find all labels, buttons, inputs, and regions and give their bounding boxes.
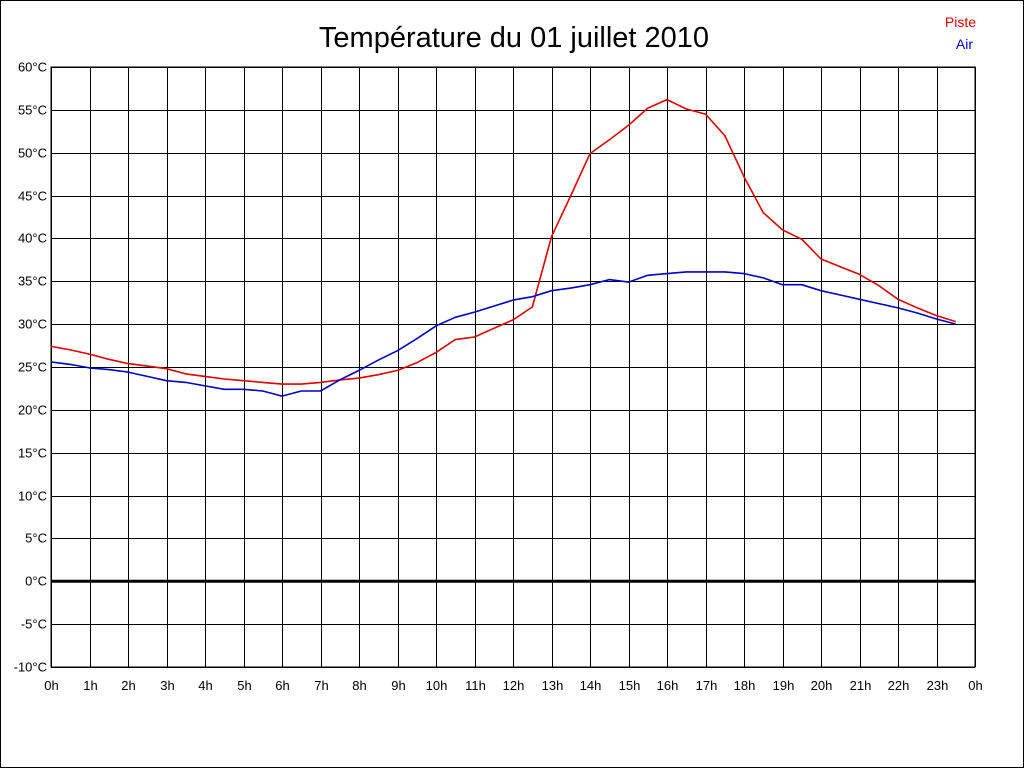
x-tick-label: 4h <box>198 678 212 693</box>
series-line-air <box>50 271 957 397</box>
y-tick-label: 45°C <box>18 189 47 204</box>
y-axis-ticks: 60°C 55°C 50°C 45°C 40°C 35°C 30°C 25°C 20°C 15°C… <box>14 60 47 675</box>
x-tick-label: 12h <box>503 678 525 693</box>
series-lines <box>50 98 957 397</box>
legend-entry-piste: Piste <box>945 14 976 30</box>
x-tick-label: 20h <box>811 678 833 693</box>
y-tick-label: 20°C <box>18 403 47 418</box>
x-tick-label: 6h <box>275 678 289 693</box>
x-tick-label: 11h <box>465 678 486 693</box>
x-tick-label: 2h <box>121 678 135 693</box>
x-tick-label: 16h <box>657 678 679 693</box>
y-tick-label: -10°C <box>14 660 47 675</box>
y-tick-label: 60°C <box>18 60 47 75</box>
y-tick-label: -5°C <box>21 617 47 632</box>
x-tick-label: 21h <box>850 678 872 693</box>
grid <box>50 66 976 668</box>
x-tick-label: 3h <box>160 678 174 693</box>
x-tick-label: 14h <box>580 678 602 693</box>
x-tick-label: 5h <box>237 678 251 693</box>
x-tick-label: 13h <box>542 678 564 693</box>
y-tick-label: 35°C <box>18 274 47 289</box>
x-tick-label: 7h <box>314 678 328 693</box>
x-tick-label: 18h <box>734 678 756 693</box>
x-tick-label: 17h <box>696 678 718 693</box>
x-tick-label: 1h <box>83 678 97 693</box>
x-tick-label: 0h <box>44 678 58 693</box>
y-tick-label: 50°C <box>18 146 47 161</box>
legend-entry-air: Air <box>956 36 973 52</box>
x-tick-label: 22h <box>888 678 910 693</box>
legend: Piste Air <box>945 14 976 52</box>
x-tick-label: 8h <box>352 678 366 693</box>
x-tick-label: 9h <box>391 678 405 693</box>
chart-title: Température du 01 juillet 2010 <box>319 22 709 54</box>
y-tick-label: 40°C <box>18 231 47 246</box>
y-tick-label: 0°C <box>25 574 47 589</box>
series-line-piste <box>50 98 957 385</box>
x-tick-label: 0h <box>968 678 982 693</box>
y-tick-label: 5°C <box>25 531 47 546</box>
x-tick-label: 10h <box>426 678 448 693</box>
x-tick-label: 15h <box>619 678 641 693</box>
y-tick-label: 25°C <box>18 360 47 375</box>
y-tick-label: 10°C <box>18 489 47 504</box>
y-tick-label: 30°C <box>18 317 47 332</box>
y-tick-label: 15°C <box>18 446 47 461</box>
x-axis-ticks: 0h 1h 2h 3h 4h 5h 6h 7h 8h 9h 10h 11h 12h 13h 14h 15h 16… <box>44 678 982 693</box>
x-tick-label: 23h <box>927 678 949 693</box>
y-tick-label: 55°C <box>18 103 47 118</box>
x-tick-label: 19h <box>773 678 795 693</box>
